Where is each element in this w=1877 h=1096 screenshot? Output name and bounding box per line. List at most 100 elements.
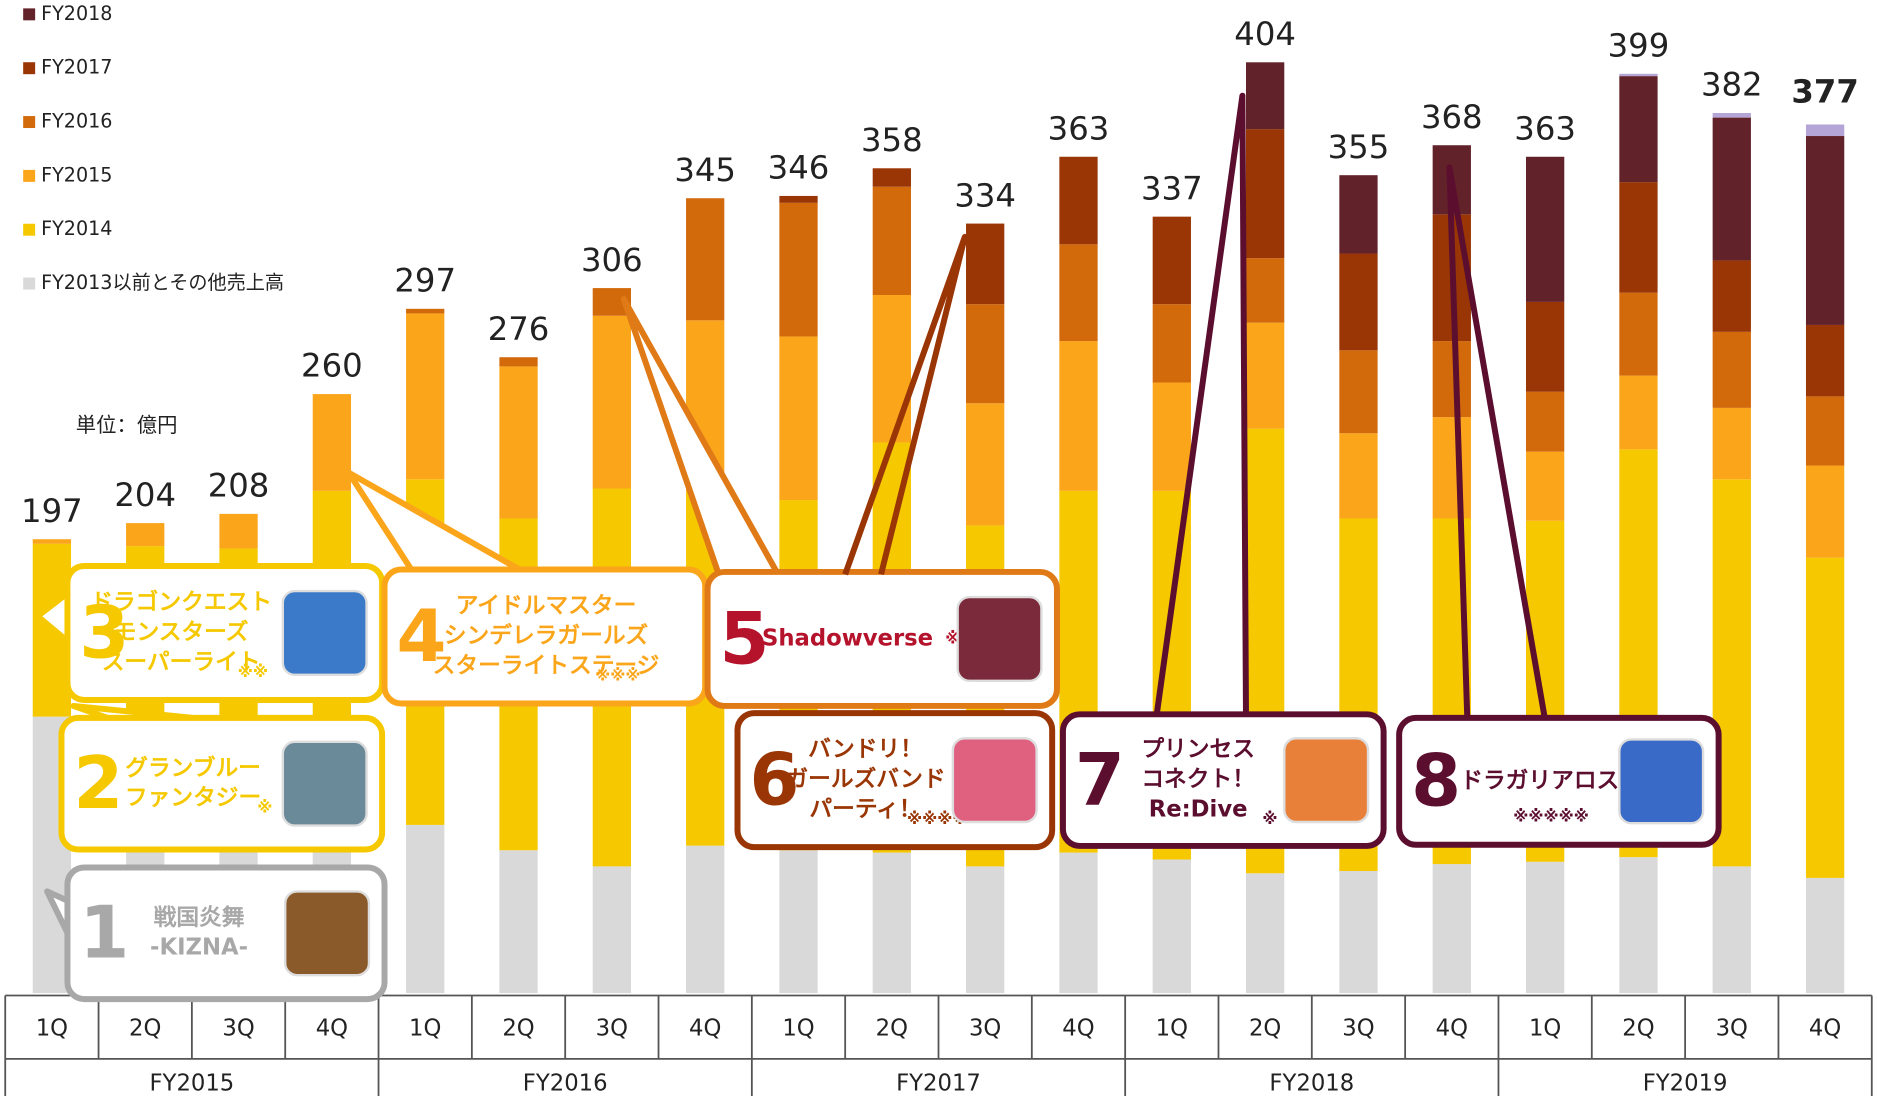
callout-icon [285, 891, 369, 975]
bar-segment [779, 850, 817, 993]
bar-segment [1526, 302, 1564, 392]
group-label: FY2019 [1643, 1071, 1728, 1096]
bar-segment [1153, 859, 1191, 993]
bar-segment [966, 866, 1004, 993]
callout-note: ※ [257, 799, 272, 817]
callout-text: ドラガリアロスト [1460, 768, 1642, 794]
legend-swatch [23, 8, 35, 20]
x-tick-label: 1Q [409, 1015, 441, 1041]
total-label: 382 [1701, 66, 1763, 104]
bar-segment [499, 850, 537, 993]
x-tick-label: 3Q [1342, 1015, 1374, 1041]
bar-segment [219, 514, 257, 549]
bar-segment [1339, 175, 1377, 253]
legend-label: FY2017 [41, 56, 112, 79]
page: {"chart_data": {"type": "stacked_bar", "… [0, 0, 1877, 1096]
total-label: 306 [581, 241, 643, 279]
bar-segment [1713, 408, 1751, 479]
callout-text: -KIZNA- [150, 935, 248, 961]
legend-label: FY2018 [41, 2, 112, 25]
x-tick-label: 2Q [129, 1015, 161, 1041]
bar-segment [406, 309, 444, 314]
bar-segment [1713, 332, 1751, 408]
bar-segment [1153, 383, 1191, 491]
callout-text: 戦国炎舞 [154, 905, 245, 931]
callout-text: ガールズバンド [785, 766, 945, 793]
callout-number: 2 [73, 741, 123, 825]
callout-note: ※※ [238, 663, 268, 681]
bar-segment [779, 196, 817, 203]
callout-text: ファンタジー [125, 785, 261, 811]
callout-number: 8 [1411, 739, 1461, 823]
callout-icon [283, 591, 367, 675]
bar-segment [1713, 866, 1751, 993]
bar-segment [499, 366, 537, 518]
callout-text: グランブルー [125, 754, 261, 781]
bar-segment [1059, 244, 1097, 341]
x-tick-label: 4Q [1809, 1015, 1841, 1041]
total-label: 399 [1608, 26, 1670, 64]
total-label: 334 [954, 176, 1016, 214]
x-tick-label: 1Q [1156, 1015, 1188, 1041]
total-label: 355 [1328, 128, 1390, 166]
callout-note: ※※※ [595, 667, 640, 685]
legend-label: FY2016 [41, 110, 112, 133]
total-label: 208 [208, 467, 270, 505]
bar-segment [406, 313, 444, 479]
unit-label: 単位：億円 [76, 413, 178, 437]
bar-segment [1339, 350, 1377, 433]
x-tick-label: 3Q [222, 1015, 254, 1041]
bar-segment [873, 187, 911, 295]
bar-segment [1433, 417, 1471, 518]
legend-swatch [23, 224, 35, 236]
bar-segment [873, 168, 911, 186]
bar-segment [1806, 136, 1844, 325]
callout-text: シンデレラガールズ [444, 622, 649, 649]
callout-text: ドラゴンクエスト [90, 589, 272, 616]
bar-segment [1619, 76, 1657, 182]
total-label: 363 [1514, 109, 1576, 147]
x-tick-label: 4Q [1062, 1015, 1094, 1041]
callout-text: スーパーライト [102, 649, 261, 675]
bar-segment [593, 316, 631, 489]
bar-segment [1619, 182, 1657, 293]
bar-segment [313, 394, 351, 491]
legend-label: FY2014 [41, 217, 112, 240]
x-tick-label: 2Q [1249, 1015, 1281, 1041]
bar-segment [1246, 323, 1284, 429]
bar-segment [33, 539, 71, 544]
x-tick-label: 4Q [689, 1015, 721, 1041]
callout-number: 7 [1075, 737, 1125, 821]
x-tick-label: 4Q [316, 1015, 348, 1041]
total-label: 276 [488, 310, 550, 348]
bar-segment [779, 336, 817, 500]
bar-segment [1059, 157, 1097, 245]
total-label: 363 [1048, 109, 1110, 147]
total-label: 377 [1791, 72, 1858, 110]
bar-segment [1526, 862, 1564, 993]
callout-icon [953, 738, 1037, 822]
bar-segment [1153, 217, 1191, 305]
bar-segment [966, 403, 1004, 525]
bar-segment [1526, 157, 1564, 302]
callout-text: コネクト！ [1141, 767, 1255, 793]
bar-segment [1806, 878, 1844, 993]
total-label: 204 [114, 476, 176, 514]
bar-segment [1433, 864, 1471, 993]
bar-segment [1713, 260, 1751, 331]
total-label: 346 [768, 149, 830, 187]
x-tick-label: 3Q [1716, 1015, 1748, 1041]
bar-segment [1619, 857, 1657, 993]
x-tick-label: 2Q [502, 1015, 534, 1041]
callout-icon [1619, 739, 1703, 823]
callout-text: プリンセス [1141, 737, 1255, 763]
bar-segment [1153, 304, 1191, 382]
callout-note: ※※※※※ [1513, 808, 1589, 826]
bar-segment [1246, 873, 1284, 993]
bar-segment [686, 198, 724, 320]
bar-segment [966, 224, 1004, 305]
bar-segment [1246, 62, 1284, 129]
bar-segment [1619, 376, 1657, 450]
group-label: FY2015 [149, 1071, 234, 1096]
bar-segment [1526, 452, 1564, 521]
